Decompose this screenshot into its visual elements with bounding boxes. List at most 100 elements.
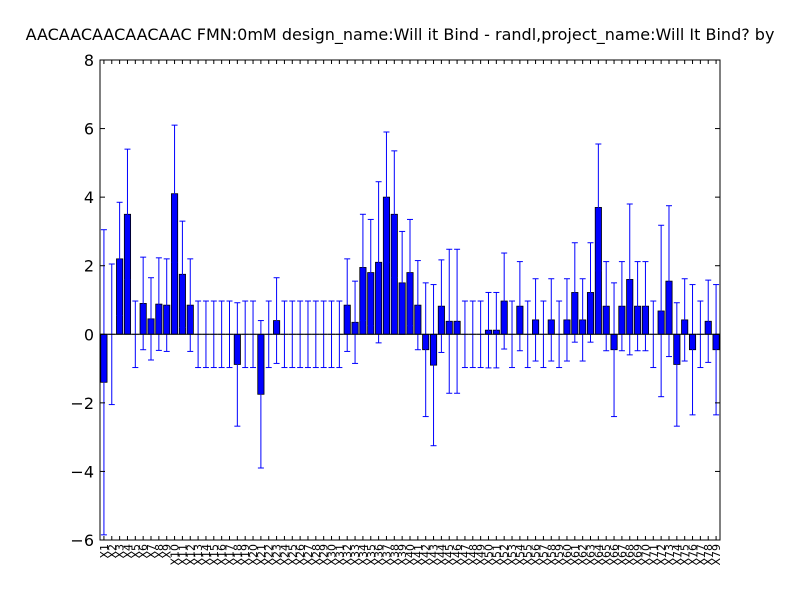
chart-title: AACAACAACAACAAC FMN:0mM design_name:Will…: [26, 25, 775, 45]
error-bar-X10: [171, 124, 178, 263]
error-bar-X63: [587, 242, 594, 343]
error-bar-X79: [713, 284, 720, 416]
error-bar-X45: [446, 248, 453, 394]
error-bar-X50: [485, 291, 492, 369]
y-tick-label: 4: [84, 188, 94, 207]
x-tick-label: X71: [647, 544, 660, 566]
error-bar-X72: [658, 224, 665, 398]
x-tick-label: X56: [530, 544, 543, 566]
error-bar-X61: [571, 242, 578, 343]
error-bar-X12: [187, 258, 194, 352]
error-bar-X32: [344, 258, 351, 352]
error-bar-X46: [454, 248, 461, 394]
x-tick-label: X22: [263, 544, 276, 566]
error-bar-X11: [179, 220, 186, 328]
x-tick-label: X29: [318, 544, 331, 566]
error-bar-X23: [273, 277, 280, 364]
x-tick-label: X60: [561, 544, 574, 566]
x-tick-label: X54: [514, 544, 527, 566]
x-tick-label: X32: [341, 544, 354, 566]
x-tick-label: X41: [412, 544, 425, 566]
x-tick-label: X16: [216, 544, 229, 566]
x-tick-label: X26: [294, 544, 307, 566]
x-tick-label: X2: [106, 544, 119, 559]
error-bar-X74: [673, 302, 680, 427]
y-tick-label: 2: [84, 257, 94, 276]
x-tick-label: X72: [655, 544, 668, 566]
error-bar-X36: [375, 181, 382, 344]
error-bar-X60: [563, 278, 570, 362]
x-tick-label: X70: [639, 544, 652, 566]
error-bar-X40: [407, 218, 413, 327]
error-bars-layer: [100, 124, 720, 536]
error-bar-X64: [595, 143, 602, 272]
x-tick-label: X14: [200, 544, 213, 566]
x-tick-label: X31: [333, 544, 346, 566]
x-tick-label: X17: [223, 544, 236, 566]
x-tick-label: X24: [278, 544, 291, 566]
error-bar-X37: [383, 131, 390, 263]
x-tick-label: X3: [114, 544, 127, 559]
x-tick-label: X35: [365, 544, 378, 566]
x-tick-label: X21: [255, 544, 268, 566]
x-tick-label: X36: [373, 544, 386, 566]
x-tick-label: X40: [404, 544, 417, 566]
x-tick-label: X47: [459, 544, 472, 566]
x-tick-label: X51: [490, 544, 503, 566]
y-tick-label: −6: [70, 531, 94, 550]
x-tick-label: X79: [710, 544, 723, 566]
x-tick-label: X77: [694, 544, 707, 566]
x-tick-label: X44: [435, 544, 448, 566]
y-tick-label: −2: [70, 394, 94, 413]
x-tick-label: X18: [231, 544, 244, 566]
error-bar-X62: [579, 278, 586, 362]
x-tick-label: X23: [271, 544, 284, 566]
x-tick-label: X15: [208, 544, 221, 566]
error-bar-X73: [665, 205, 672, 358]
error-bar-X51: [493, 291, 500, 369]
x-tick-label: X75: [679, 544, 692, 566]
x-tick-label: X4: [121, 544, 134, 559]
error-bar-X41: [414, 260, 421, 351]
x-tick-label: X48: [467, 544, 480, 566]
error-bar-X75: [681, 278, 688, 362]
x-tick-label: X67: [616, 544, 629, 566]
x-tick-label: X62: [577, 544, 590, 566]
x-tick-label: X49: [475, 544, 488, 566]
x-tick-label: X50: [482, 544, 495, 566]
x-tick-label: X59: [553, 544, 566, 566]
x-tick-label: X61: [569, 544, 582, 566]
error-bar-X8: [155, 257, 162, 351]
x-tick-label: X9: [161, 544, 174, 559]
error-bar-X21: [257, 320, 264, 469]
error-bar-X4: [124, 148, 131, 280]
x-tick-label: X27: [302, 544, 315, 566]
error-bar-X42: [422, 282, 429, 418]
error-bar-X54: [516, 261, 523, 352]
x-tick-label: X69: [632, 544, 645, 566]
x-axis: X1X2X3X4X5X6X7X8X9X10X11X12X13X14X15X16X…: [98, 60, 723, 566]
error-bar-X9: [163, 258, 170, 352]
error-bar-X34: [359, 213, 366, 322]
error-bar-X35: [367, 218, 374, 327]
x-tick-label: X39: [396, 544, 409, 566]
error-bar-X3: [116, 201, 123, 316]
error-bar-X78: [705, 279, 712, 363]
x-tick-label: X64: [592, 544, 605, 566]
x-tick-label: X33: [349, 544, 362, 566]
error-bar-X58: [548, 278, 555, 362]
x-tick-label: X53: [506, 544, 519, 566]
x-tick-label: X58: [545, 544, 558, 566]
error-bar-X68: [626, 203, 633, 356]
x-tick-label: X30: [326, 544, 339, 566]
x-tick-label: X19: [239, 544, 252, 566]
error-bar-X76: [689, 284, 696, 416]
x-tick-label: X43: [428, 544, 441, 566]
x-tick-label: X25: [286, 544, 299, 566]
x-tick-label: X1: [98, 544, 111, 559]
x-tick-label: X7: [145, 544, 158, 559]
error-bar-X70: [642, 261, 649, 352]
x-tick-label: X6: [137, 544, 150, 559]
error-bar-X67: [618, 261, 625, 352]
error-bar-X44: [438, 259, 445, 353]
